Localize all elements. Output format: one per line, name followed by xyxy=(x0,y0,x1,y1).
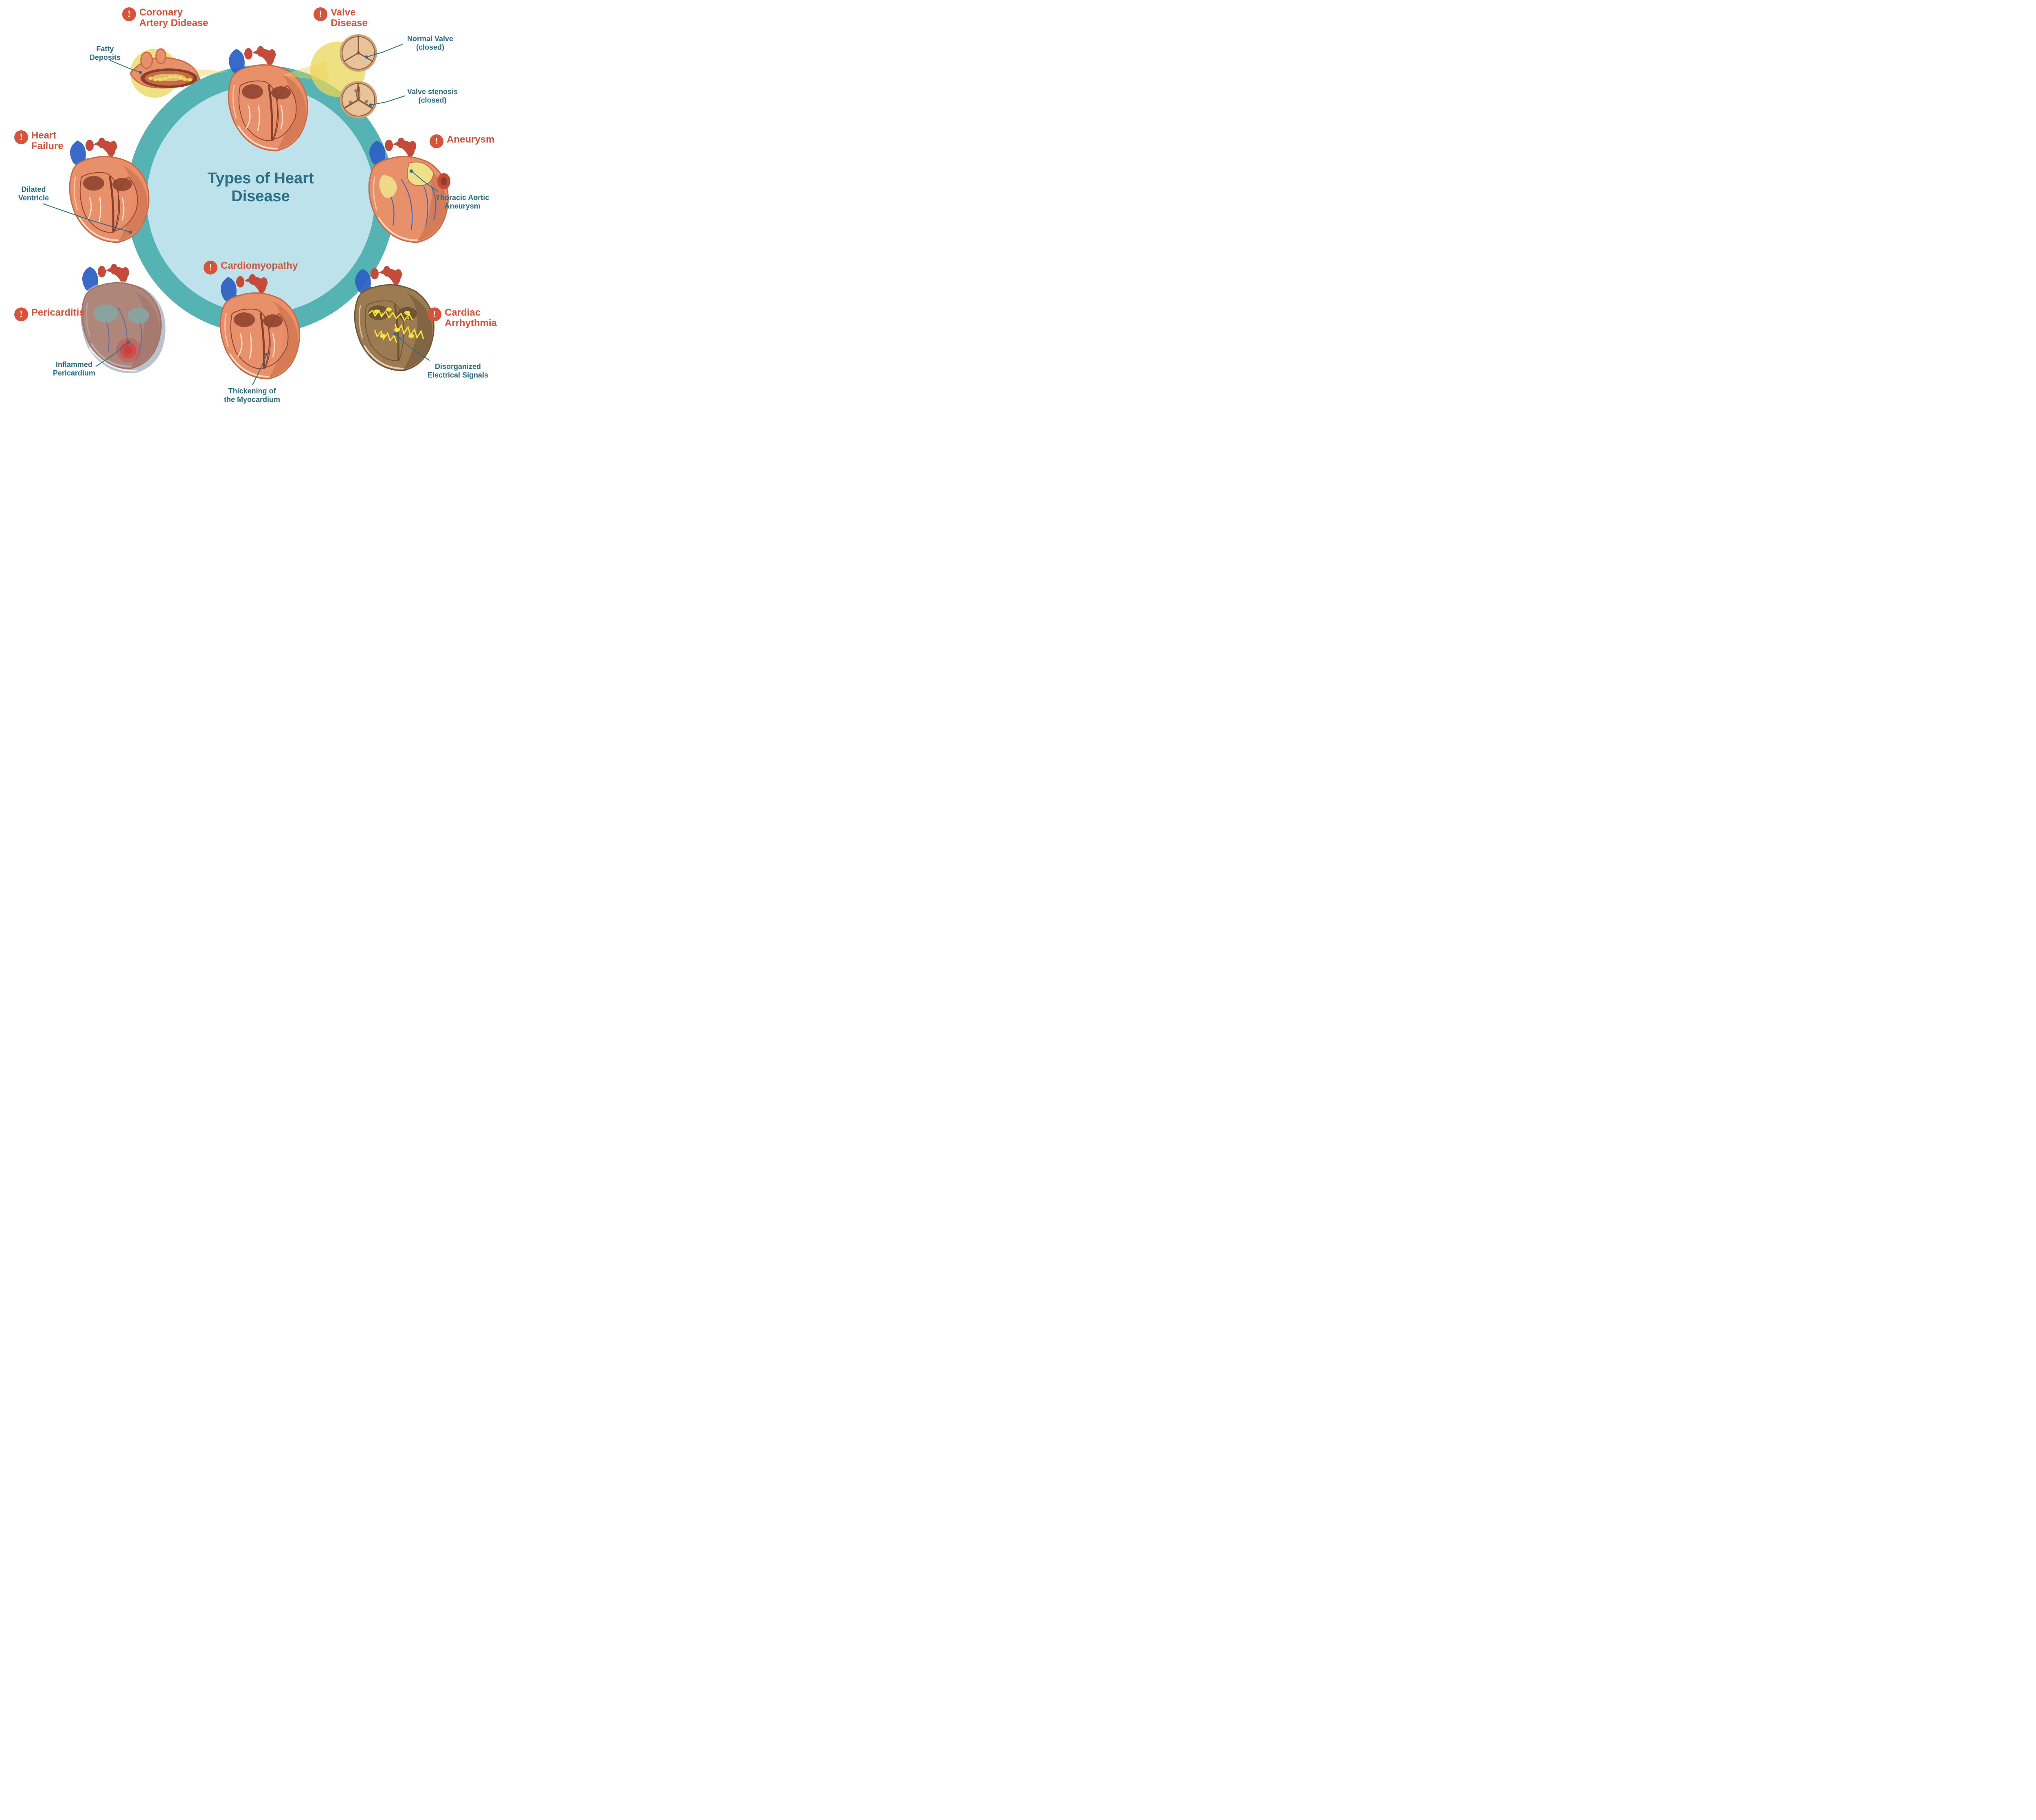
disease-title-text: CoronaryArtery Didease xyxy=(139,7,208,29)
disease-title-text: Aneurysm xyxy=(447,134,494,145)
alert-icon: ! xyxy=(314,7,327,21)
annotation-cardiomyopathy: Thickening ofthe Myocardium xyxy=(224,387,280,404)
leader-dot xyxy=(129,231,132,234)
disease-title-text: ValveDisease xyxy=(331,7,368,29)
disease-title-heart_failure: !HeartFailure xyxy=(14,130,64,152)
annotation-heart_failure: DilatedVentricle xyxy=(18,185,49,202)
valve-normal xyxy=(340,34,377,72)
alert-icon: ! xyxy=(122,7,136,21)
heart-pericarditis xyxy=(80,264,166,374)
disease-title-valve: ! ValveDisease xyxy=(314,7,368,29)
disease-title-text: HeartFailure xyxy=(31,130,64,152)
disease-title-text: CardiacArrhythmia xyxy=(445,307,497,329)
disease-title-text: Pericarditis xyxy=(31,307,85,318)
annotation-arrhythmia: DisorganizedElectrical Signals xyxy=(428,362,488,379)
leader-dot xyxy=(127,340,130,344)
heart-cutaway xyxy=(220,274,299,379)
leader-dot xyxy=(410,169,413,173)
heart-cutaway xyxy=(70,138,149,242)
annotation-coronary: FattyDeposits xyxy=(90,45,121,61)
leader-dot xyxy=(139,71,142,74)
alert-icon: ! xyxy=(430,134,443,148)
leader-dot xyxy=(365,55,368,59)
disease-title-cardiomyopathy: ! Cardiomyopathy xyxy=(204,261,298,274)
alert-icon: ! xyxy=(14,307,28,321)
leader-dot xyxy=(265,353,268,356)
annotation-aneurysm: Thoracic AorticAneurysm xyxy=(436,193,489,210)
diagram-stage: Types of Heart Disease !CoronaryArtery D… xyxy=(0,0,521,407)
alert-icon: ! xyxy=(428,307,441,321)
heart-cutaway xyxy=(228,46,307,151)
disease-title-arrhythmia: ! CardiacArrhythmia xyxy=(428,307,497,329)
disease-title-text: Cardiomyopathy xyxy=(221,261,298,271)
valve-stenosis xyxy=(340,81,377,119)
disease-title-aneurysm: ! Aneurysm xyxy=(430,134,494,148)
annotation-valve: Normal Valve(closed) xyxy=(407,35,453,51)
annotation-pericarditis: InflammedPericardium xyxy=(53,360,95,377)
heart-aneurysm xyxy=(369,138,450,242)
leader-dot xyxy=(393,332,397,336)
alert-icon: ! xyxy=(14,130,28,144)
disease-title-pericarditis: !Pericarditis xyxy=(14,307,85,321)
disease-title-coronary: !CoronaryArtery Didease xyxy=(122,7,208,29)
leader-dot xyxy=(369,103,372,107)
annotation-valve-2: Valve stenosis(closed) xyxy=(407,88,458,104)
alert-icon: ! xyxy=(204,261,217,274)
